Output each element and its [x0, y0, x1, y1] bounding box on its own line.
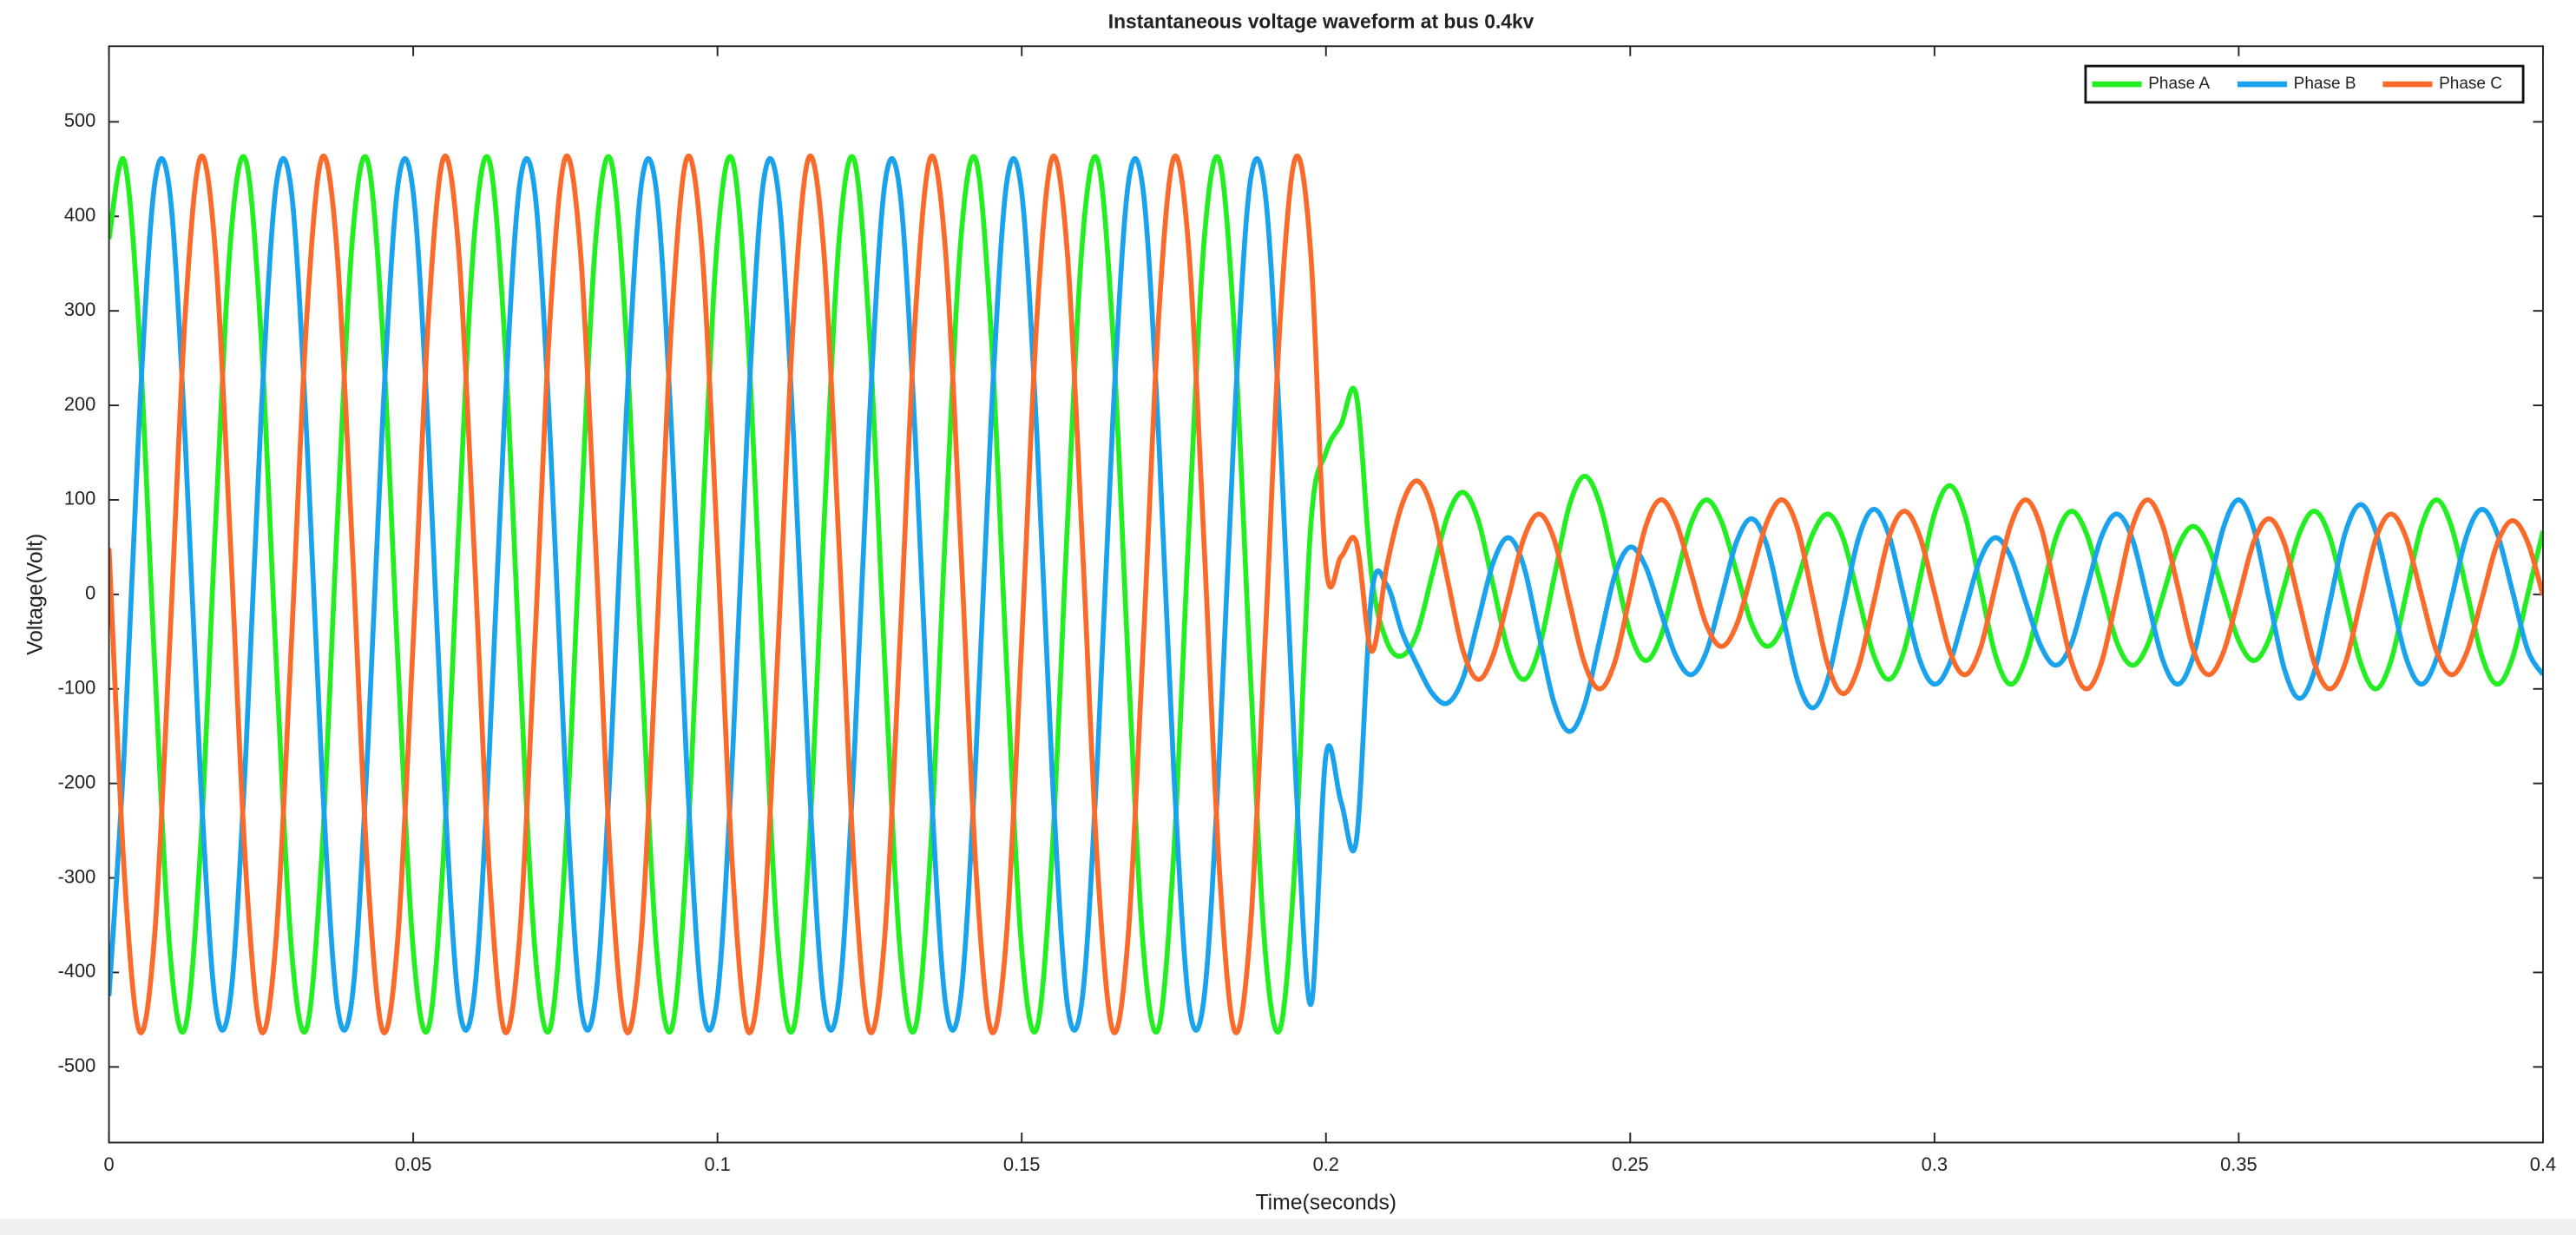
series-line	[108, 153, 2543, 1035]
x-tick-label: 0.4	[2530, 1153, 2556, 1175]
y-tick-label: 0	[85, 582, 95, 604]
legend-label: Phase B	[2294, 75, 2356, 93]
y-tick-label: 500	[64, 109, 95, 131]
legend-label: Phase C	[2439, 75, 2502, 93]
y-tick-label: -300	[58, 865, 96, 887]
y-tick-label: 300	[64, 299, 95, 320]
x-tick-label: 0.25	[1612, 1153, 1649, 1175]
x-tick-label: 0.35	[2220, 1153, 2257, 1175]
x-tick-label: 0.05	[395, 1153, 432, 1175]
y-tick-label: -400	[58, 960, 96, 982]
series-line	[108, 156, 2543, 1033]
x-tick-label: 0.3	[1922, 1153, 1948, 1175]
x-axis-label: Time(seconds)	[1255, 1191, 1396, 1214]
series-line	[108, 154, 2543, 1035]
y-tick-label: -100	[58, 677, 96, 699]
y-tick-label: 400	[64, 204, 95, 226]
y-tick-label: -500	[58, 1054, 96, 1076]
plot-border	[108, 45, 2544, 1144]
x-tick-label: 0	[103, 1153, 114, 1175]
x-tick-label: 0.15	[1003, 1153, 1041, 1175]
x-tick-label: 0.1	[704, 1153, 730, 1175]
legend-label: Phase A	[2148, 75, 2210, 93]
legend-box	[2084, 64, 2525, 104]
y-tick-label: 200	[64, 393, 95, 415]
y-tick-label: -200	[58, 771, 96, 792]
chart-title: Instantaneous voltage waveform at bus 0.…	[1108, 10, 1534, 33]
y-tick-label: 100	[64, 488, 95, 509]
bottom-strip	[0, 1218, 2576, 1235]
x-tick-label: 0.2	[1313, 1153, 1339, 1175]
y-axis-label: Voltage(Volt)	[23, 534, 47, 655]
